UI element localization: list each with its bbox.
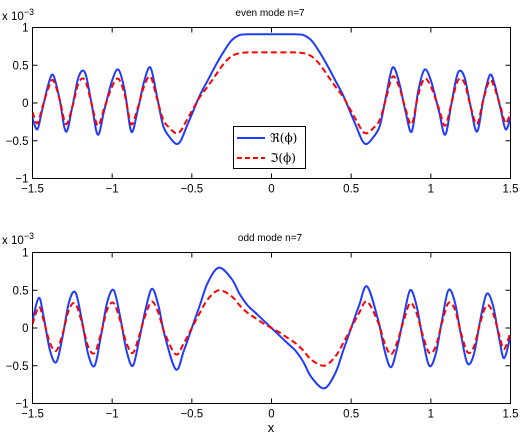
series-lines: [32, 33, 511, 145]
series-lines: [32, 266, 511, 390]
y-scale-label: x 10−3: [2, 231, 34, 247]
x-tick-label: −1.5: [21, 184, 44, 196]
y-tick-label: −1: [15, 399, 28, 411]
x-tick-label: 0: [268, 184, 274, 196]
x-tick-label: 0: [268, 409, 274, 421]
y-scale-base: x 10: [2, 235, 24, 247]
y-tick-label: 1: [22, 248, 28, 260]
y-scale-label: x 10−3: [2, 7, 34, 23]
x-tick-label: 1: [428, 409, 434, 421]
x-tick-label: 1.5: [503, 409, 519, 421]
ticks: −1.5 −1 −0.5 0 0.5 1 1.5−1−0.500.51: [6, 248, 519, 421]
legend-box: [233, 126, 306, 169]
series-imag-line: [32, 51, 511, 135]
y-tick-label: −0.5: [6, 361, 29, 373]
x-tick-label: −1: [106, 184, 119, 196]
ticks: −1.5 −1 −0.5 0 0.5 1 1.5−1−0.500.51: [6, 23, 519, 196]
y-tick-label: 0: [22, 98, 28, 110]
series-imag-line: [32, 289, 511, 367]
x-axis-label: x: [268, 420, 275, 435]
y-tick-label: 0.5: [13, 60, 29, 72]
y-scale-exponent: −3: [24, 7, 34, 17]
even-mode-plot: even mode n=7 x 10−3 −1.5 −1 −0.5 0 0.5 1 1.5−…: [2, 7, 519, 196]
series-real-line: [32, 33, 511, 145]
x-tick-label: −0.5: [180, 409, 203, 421]
legend: ℜ(ϕ) ℑ(ϕ): [233, 126, 306, 169]
odd-mode-plot: odd mode n=7 x 10−3 −1.5 −1 −0.5 0 0.5 1 1.5−1…: [2, 231, 519, 435]
plot-title: odd mode n=7: [238, 233, 303, 244]
x-tick-label: −1.5: [21, 409, 44, 421]
x-tick-label: 0.5: [343, 184, 359, 196]
x-tick-label: −1: [106, 409, 119, 421]
y-scale-base: x 10: [2, 11, 24, 23]
y-tick-label: −0.5: [6, 136, 29, 148]
x-tick-label: 1.5: [503, 184, 519, 196]
x-tick-label: 0.5: [343, 409, 359, 421]
y-scale-exponent: −3: [24, 231, 34, 241]
legend-entry-real: ℜ(ϕ): [270, 131, 297, 145]
y-tick-label: −1: [15, 174, 28, 186]
plot-title: even mode n=7: [235, 8, 305, 19]
y-tick-label: 1: [22, 23, 28, 35]
legend-entry-imag: ℑ(ϕ): [270, 151, 296, 165]
x-tick-label: 1: [428, 184, 434, 196]
y-tick-label: 0.5: [13, 285, 29, 297]
x-tick-label: −0.5: [180, 184, 203, 196]
y-tick-label: 0: [22, 323, 28, 335]
